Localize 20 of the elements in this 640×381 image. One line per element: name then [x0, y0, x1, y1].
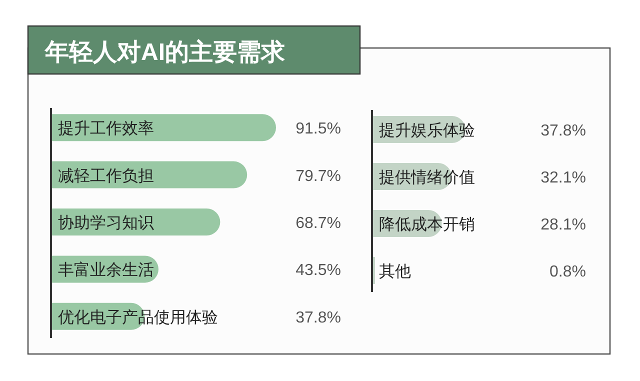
y-tick-label: 其他 — [379, 262, 411, 280]
data-label: 32.1% — [540, 170, 586, 186]
data-label: 79.7% — [296, 168, 341, 185]
data-label: 68.7% — [296, 215, 341, 232]
data-label: 37.8% — [296, 309, 341, 326]
y-tick-label: 提升娱乐体验 — [379, 122, 475, 140]
y-tick-label: 降低成本开销 — [379, 216, 475, 234]
bar — [52, 114, 276, 142]
data-label: 91.5% — [296, 120, 341, 138]
y-tick-label: 优化电子产品使用体验 — [58, 308, 218, 326]
data-label: 37.8% — [540, 122, 586, 140]
y-tick-label: 提供情绪价值 — [379, 168, 475, 186]
y-tick-label: 提升工作效率 — [58, 120, 154, 138]
chart-title: 年轻人对AI的主要需求 — [44, 38, 286, 66]
y-tick-label: 减轻工作负担 — [58, 166, 154, 185]
y-tick-label: 协助学习知识 — [58, 214, 154, 232]
data-label: 0.8% — [550, 264, 586, 280]
data-label: 28.1% — [540, 216, 586, 234]
y-tick-label: 丰富业余生活 — [58, 261, 154, 280]
data-label: 43.5% — [296, 262, 341, 280]
